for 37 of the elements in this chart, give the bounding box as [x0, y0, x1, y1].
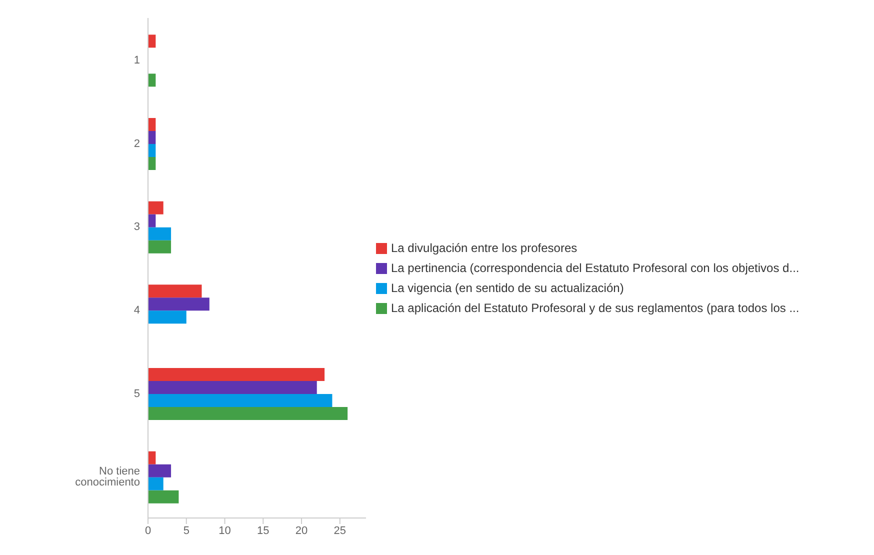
legend-label: La vigencia (en sentido de su actualización)	[391, 281, 624, 295]
y-tick-label: 5	[134, 388, 140, 400]
legend-label: La divulgación entre los profesores	[391, 241, 578, 255]
x-tick-label: 10	[218, 524, 231, 537]
bar	[148, 74, 156, 87]
bar	[148, 227, 172, 240]
bar	[148, 451, 156, 464]
bar	[148, 131, 156, 144]
bar	[148, 157, 156, 170]
bar	[148, 118, 156, 131]
y-tick-label: 4	[134, 304, 140, 317]
legend-label: La pertinencia (correspondencia del Estatuto Profesoral con los objetivos d...	[391, 261, 800, 275]
x-tick-label: 25	[334, 524, 346, 537]
x-tick-label: 15	[257, 524, 270, 537]
legend-label: La aplicación del Estatuto Profesoral y de sus reglamentos (para todos los ...	[391, 301, 800, 315]
y-tick-label: 2	[134, 138, 140, 150]
bar	[148, 381, 317, 394]
y-tick-label: No tiene conocimiento	[75, 466, 140, 489]
bar	[148, 284, 202, 298]
y-tick-label: 3	[134, 221, 140, 234]
x-tick-label: 0	[144, 524, 152, 537]
y-tick-label: 1	[134, 54, 140, 67]
bar	[148, 144, 156, 157]
bar	[148, 298, 210, 311]
bar	[148, 464, 172, 478]
x-tick-label: 5	[183, 524, 190, 537]
bar	[148, 240, 172, 254]
bar	[148, 368, 325, 381]
bar	[148, 201, 164, 214]
bar	[148, 394, 332, 407]
bar	[148, 214, 156, 228]
bar	[148, 310, 186, 324]
x-tick-label: 20	[295, 524, 308, 537]
bar	[148, 477, 164, 490]
bar	[148, 34, 156, 48]
bar	[148, 490, 179, 504]
bar	[148, 407, 348, 420]
